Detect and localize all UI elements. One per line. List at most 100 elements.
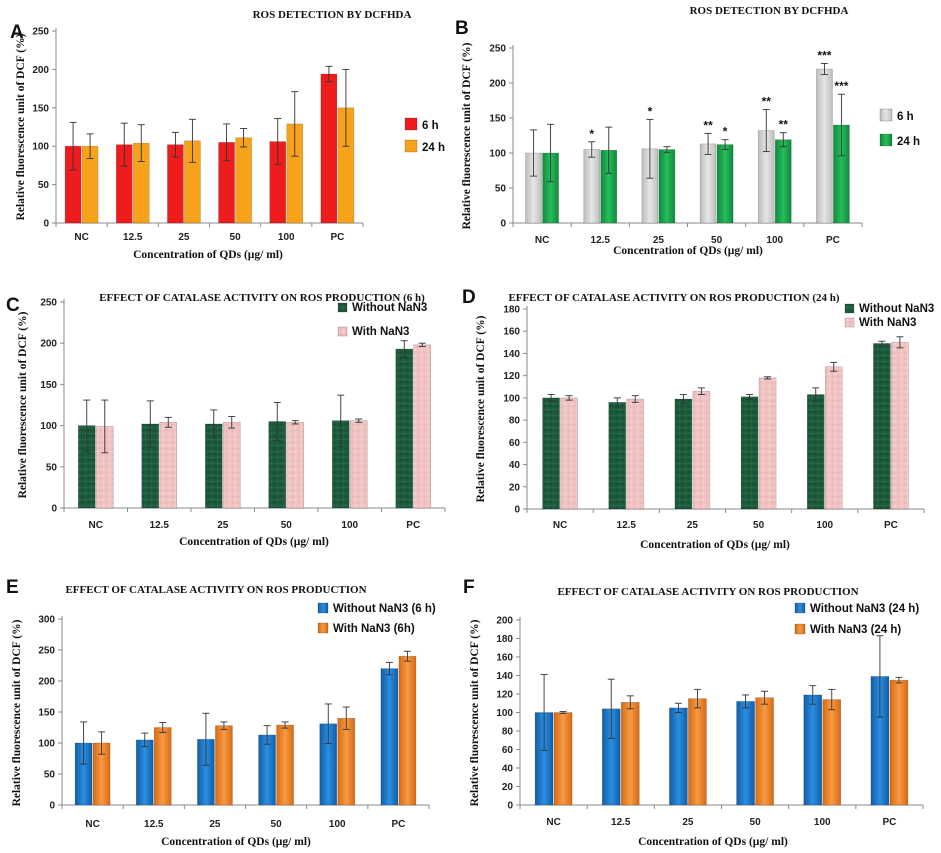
significance-marker: * <box>589 127 594 141</box>
bar-series1 <box>542 397 560 510</box>
significance-marker: * <box>648 104 653 118</box>
y-tick-label: 200 <box>489 79 506 90</box>
y-tick-label: 50 <box>38 180 50 191</box>
legend-swatch <box>317 602 329 614</box>
y-tick-label: 0 <box>500 219 506 230</box>
legend-swatch <box>404 139 418 153</box>
x-tick-label: 100 <box>341 520 358 531</box>
y-axis-label: Relative fluorescence unit of DCF (%) <box>11 619 23 806</box>
legend-label: 6 h <box>422 120 439 132</box>
bar-series1 <box>816 68 833 224</box>
chart-panel-d: D EFFECT OF CATALASE ACTIVITY ON ROS PROD… <box>462 287 934 551</box>
bar-series2 <box>553 712 573 806</box>
x-tick-label: NC <box>546 817 560 828</box>
legend-label: 6 h <box>897 111 914 123</box>
x-tick-label: 12.5 <box>150 520 170 531</box>
chart-title: EFFECT OF CATALASE ACTIVITY ON ROS PRODU… <box>65 584 366 596</box>
bar-series2 <box>688 698 707 806</box>
bar-series2 <box>822 699 842 806</box>
legend-swatch <box>844 317 855 328</box>
y-tick-label: 160 <box>503 327 520 338</box>
y-tick-label: 80 <box>502 727 514 738</box>
bar-series2 <box>215 725 233 806</box>
y-tick-label: 140 <box>496 671 513 682</box>
y-tick-label: 140 <box>503 349 520 360</box>
significance-marker: ** <box>779 118 789 132</box>
y-tick-label: 300 <box>38 615 55 626</box>
y-tick-label: 100 <box>32 142 49 153</box>
bar-series2 <box>626 398 645 510</box>
y-tick-label: 100 <box>496 708 513 719</box>
legend-swatch <box>317 622 329 634</box>
bar-series2 <box>276 724 294 806</box>
bar-series1 <box>699 143 717 224</box>
x-tick-label: PC <box>826 235 840 246</box>
legend-swatch <box>879 108 893 122</box>
y-tick-label: 250 <box>38 646 55 657</box>
x-tick-label: PC <box>391 819 405 830</box>
x-tick-label: 25 <box>687 520 699 531</box>
significance-marker: * <box>723 125 728 139</box>
y-tick-label: 150 <box>32 103 49 114</box>
y-tick-label: 0 <box>514 505 520 516</box>
panel-letter: E <box>6 577 19 598</box>
bar-series2 <box>620 702 640 806</box>
legend-label: With NaN3 (24 h) <box>810 624 901 636</box>
bar-series1 <box>736 701 755 806</box>
x-tick-label: PC <box>406 520 420 531</box>
x-tick-label: 25 <box>653 235 665 246</box>
chart-panel-b: B ROS DETECTION BY DCFHDA 0 50 100 150 200 250 *… <box>455 5 920 257</box>
x-tick-label: 12.5 <box>611 817 631 828</box>
x-tick-label: 100 <box>329 819 346 830</box>
significance-marker: ** <box>762 95 772 109</box>
bar-series2 <box>159 422 178 509</box>
y-axis-label: Relative fluorescence unit of DCF (%) <box>469 619 481 806</box>
chart-title: EFFECT OF CATALASE ACTIVITY ON ROS PRODU… <box>508 292 839 304</box>
legend-swatch <box>794 602 806 614</box>
x-tick-label: 50 <box>750 817 762 828</box>
y-tick-label: 200 <box>496 616 513 627</box>
bar-series2 <box>658 149 676 224</box>
x-tick-label: 100 <box>816 520 833 531</box>
x-tick-label: 50 <box>230 232 242 243</box>
legend-label: With NaN3 <box>352 326 409 338</box>
y-axis-label: Relative fluorescence unit of DCF (%) <box>461 42 473 229</box>
legend-label: Without NaN3 (6 h) <box>333 603 436 615</box>
bar-series2 <box>222 422 241 509</box>
panel-letter: C <box>6 295 20 316</box>
y-tick-label: 40 <box>502 764 514 775</box>
bar-series1 <box>583 149 601 224</box>
bar-series2 <box>153 727 172 806</box>
panel-letter: B <box>455 18 469 39</box>
bar-series1 <box>258 734 276 806</box>
bar-series2 <box>692 390 711 510</box>
x-tick-label: PC <box>884 520 898 531</box>
legend-label: 24 h <box>897 136 920 148</box>
y-tick-label: 20 <box>502 782 514 793</box>
chart-panel-f: F EFFECT OF CATALASE ACTIVITY ON ROS PROD… <box>463 577 924 848</box>
bar-series1 <box>135 739 154 806</box>
chart-title: EFFECT OF CATALASE ACTIVITY ON ROS PRODU… <box>99 292 425 304</box>
y-tick-label: 60 <box>502 745 514 756</box>
y-tick-label: 0 <box>49 801 55 812</box>
x-tick-label: 50 <box>271 819 283 830</box>
legend-label: Without NaN3 <box>859 303 934 315</box>
bar-series2 <box>889 679 909 806</box>
y-tick-label: 250 <box>32 27 49 38</box>
x-tick-label: 25 <box>209 819 221 830</box>
bar-series2 <box>337 717 356 806</box>
x-tick-label: 100 <box>766 235 783 246</box>
y-tick-label: 20 <box>509 482 521 493</box>
legend-swatch <box>337 326 348 337</box>
y-tick-label: 0 <box>507 801 513 812</box>
significance-marker: *** <box>834 79 848 93</box>
y-tick-label: 250 <box>40 298 57 309</box>
x-tick-label: NC <box>74 232 88 243</box>
y-tick-label: 40 <box>509 460 521 471</box>
x-tick-label: 100 <box>278 232 295 243</box>
y-axis-label: Relative fluorescence unit of DCF (%) <box>17 311 29 498</box>
significance-marker: ** <box>703 118 713 132</box>
y-tick-label: 150 <box>40 380 57 391</box>
bar-series2 <box>891 342 909 510</box>
y-tick-label: 0 <box>43 219 49 230</box>
